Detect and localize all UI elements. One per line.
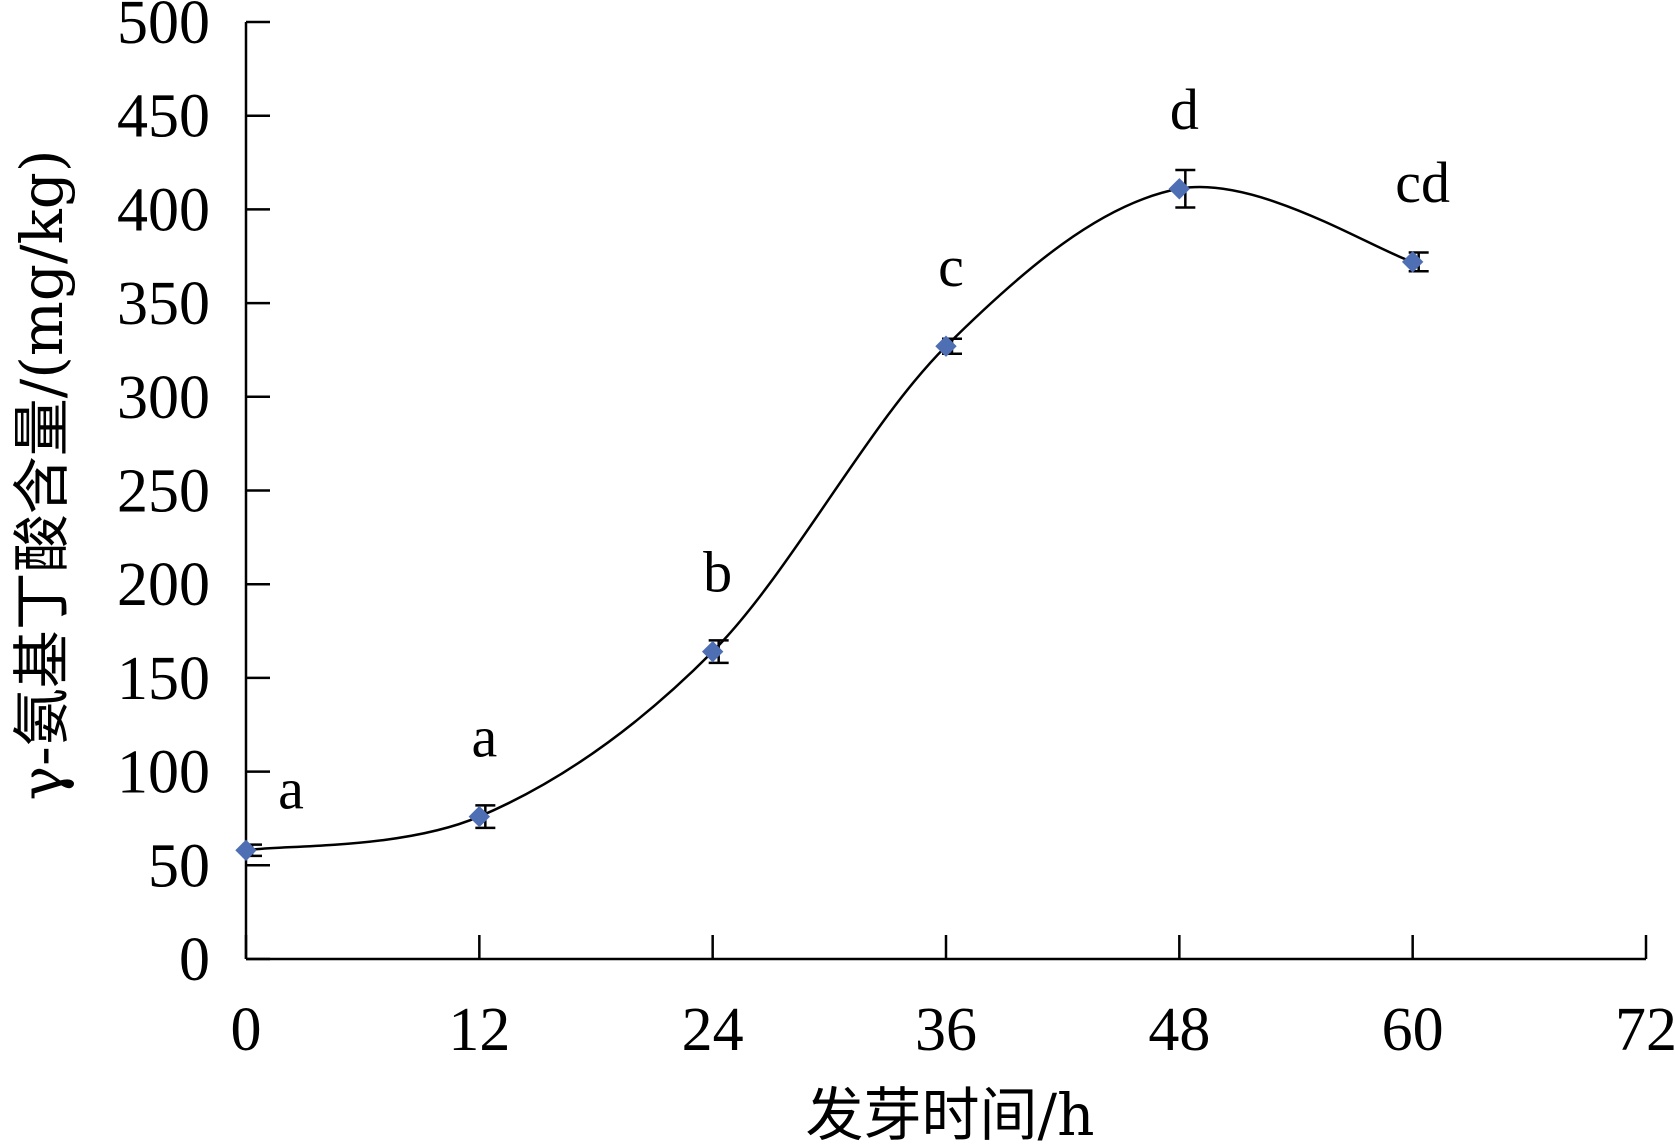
y-tick-label: 50 (148, 832, 210, 900)
y-tick-label: 100 (117, 739, 210, 807)
y-axis-label: γ-氨基丁酸含量/(mg/kg) (8, 150, 76, 801)
y-tick-label: 450 (117, 83, 210, 151)
y-tick-label: 500 (117, 0, 210, 57)
series-line (245, 185, 1414, 852)
x-tick-label: 24 (682, 996, 744, 1064)
y-tick-label: 200 (117, 551, 210, 619)
y-tick-label: 0 (179, 926, 210, 994)
data-point (235, 839, 257, 862)
significance-label: a (278, 756, 304, 821)
significance-label: c (938, 234, 964, 299)
data-point (701, 640, 724, 663)
x-tick-label: 72 (1615, 996, 1675, 1064)
y-tick-label: 250 (117, 458, 210, 526)
data-point (935, 335, 957, 357)
data-points (235, 178, 1424, 862)
y-tick-label: 400 (117, 176, 210, 244)
x-tick-label: 48 (1148, 996, 1210, 1064)
x-axis-label: 发芽时间/h (806, 1081, 1095, 1148)
data-point (468, 805, 491, 828)
x-tick-label: 60 (1382, 996, 1444, 1064)
series-curve (245, 185, 1414, 852)
y-tick-label: 350 (117, 270, 210, 338)
y-tick-label: 150 (117, 645, 210, 713)
significance-label: cd (1395, 150, 1450, 215)
error-bars (242, 168, 1429, 858)
significance-label: a (471, 705, 497, 770)
x-ticks: 0 12 24 36 48 60 72 (231, 935, 1675, 1064)
data-point (1401, 251, 1424, 273)
significance-label: d (1170, 77, 1199, 142)
significance-label: b (703, 540, 732, 605)
y-ticks: 0 50 100 150 200 250 300 350 400 450 500 (117, 0, 270, 994)
x-tick-label: 0 (231, 996, 262, 1064)
y-tick-label: 300 (117, 364, 210, 432)
x-tick-label: 36 (915, 996, 977, 1064)
data-point (1168, 178, 1191, 200)
x-tick-label: 12 (448, 996, 510, 1064)
